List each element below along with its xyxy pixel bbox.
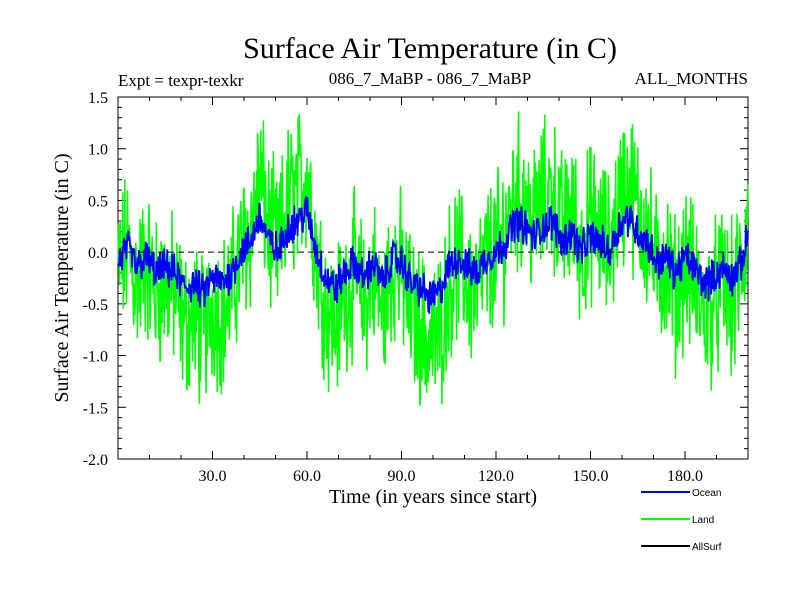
x-tick-label: 90.0 bbox=[388, 468, 416, 485]
subtitle-right: ALL_MONTHS bbox=[635, 69, 748, 88]
legend: Ocean Land AllSurf bbox=[641, 488, 722, 553]
legend-label-land: Land bbox=[692, 515, 714, 526]
y-tick-label: -2.0 bbox=[83, 452, 108, 469]
x-tick-label: 60.0 bbox=[293, 468, 321, 485]
x-axis-label: Time (in years since start) bbox=[329, 486, 537, 508]
chart-title: Surface Air Temperature (in C) bbox=[243, 32, 617, 65]
plot-area: 30.0 60.0 90.0 120.0 150.0 180.0 -2.0 -1.5 -1.0 -… bbox=[83, 90, 749, 485]
y-tick-label: 1.5 bbox=[88, 90, 108, 107]
y-axis-label: Surface Air Temperature (in C) bbox=[51, 153, 73, 402]
axis-ticks: 30.0 60.0 90.0 120.0 150.0 180.0 -2.0 -1.5 -1.0 -… bbox=[83, 90, 748, 485]
legend-label-allsurf: AllSurf bbox=[692, 542, 722, 553]
y-tick-label: -1.0 bbox=[83, 349, 108, 366]
y-tick-label: -1.5 bbox=[83, 400, 108, 417]
y-tick-label: 1.0 bbox=[88, 142, 108, 159]
subtitle-center: 086_7_MaBP - 086_7_MaBP bbox=[329, 69, 531, 88]
y-tick-label: 0.0 bbox=[88, 245, 108, 262]
x-tick-label: 120.0 bbox=[478, 468, 514, 485]
y-tick-label: 0.5 bbox=[88, 193, 108, 210]
expt-label: Expt = texpr-texkr bbox=[118, 71, 244, 90]
x-tick-label: 150.0 bbox=[573, 468, 609, 485]
x-tick-label: 180.0 bbox=[667, 468, 703, 485]
x-tick-label: 30.0 bbox=[199, 468, 227, 485]
series-ocean-line bbox=[117, 196, 749, 314]
y-tick-label: -0.5 bbox=[83, 297, 108, 314]
legend-label-ocean: Ocean bbox=[692, 488, 721, 499]
series-layer bbox=[117, 111, 749, 406]
